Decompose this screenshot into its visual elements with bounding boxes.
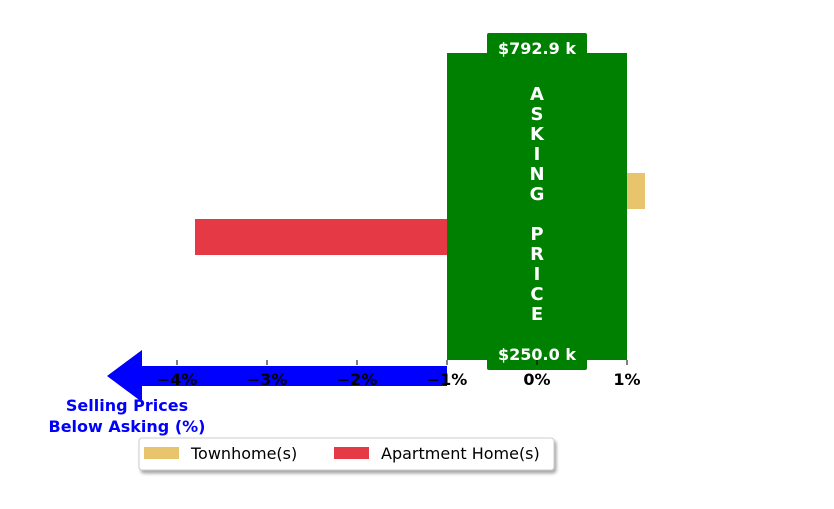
- legend-label-apartment: Apartment Home(s): [381, 444, 540, 463]
- x-tick-label: −3%: [247, 370, 288, 389]
- x-axis: −4% −3% −2% −1% 0% 1%: [157, 360, 641, 389]
- legend: Townhome(s) Apartment Home(s): [138, 437, 555, 471]
- asking-price-band-rect: [447, 53, 627, 360]
- x-tick-label: −1%: [427, 370, 468, 389]
- bottom-price-box: [487, 342, 587, 370]
- x-tick-label: 0%: [523, 370, 550, 389]
- legend-swatch-apartment: [334, 447, 369, 459]
- arrow-label-line1: Selling Prices: [66, 396, 188, 415]
- top-price-label: $792.9 k: [498, 39, 576, 58]
- band-letter: E: [531, 304, 543, 325]
- legend-swatch-townhome: [144, 447, 179, 459]
- band-letter: P: [530, 224, 543, 245]
- x-tick-label: −4%: [157, 370, 198, 389]
- x-tick-label: −2%: [337, 370, 378, 389]
- band-letter: I: [534, 264, 541, 285]
- band-letter: S: [531, 104, 544, 125]
- band-letter: R: [530, 244, 544, 265]
- band-letter: G: [530, 184, 545, 205]
- below-asking-arrow: [107, 350, 447, 402]
- top-price-box: [487, 33, 587, 61]
- band-letter: N: [529, 164, 544, 185]
- band-letter: I: [534, 144, 541, 165]
- band-letter: A: [530, 84, 544, 105]
- below-asking-arrow-shape: [107, 350, 447, 402]
- bottom-price-label: $250.0 k: [498, 345, 576, 364]
- band-letter: C: [530, 284, 543, 305]
- x-tick-label: 1%: [613, 370, 640, 389]
- legend-label-townhome: Townhome(s): [190, 444, 297, 463]
- band-letter: K: [530, 124, 545, 145]
- arrow-label-line2: Below Asking (%): [49, 417, 206, 436]
